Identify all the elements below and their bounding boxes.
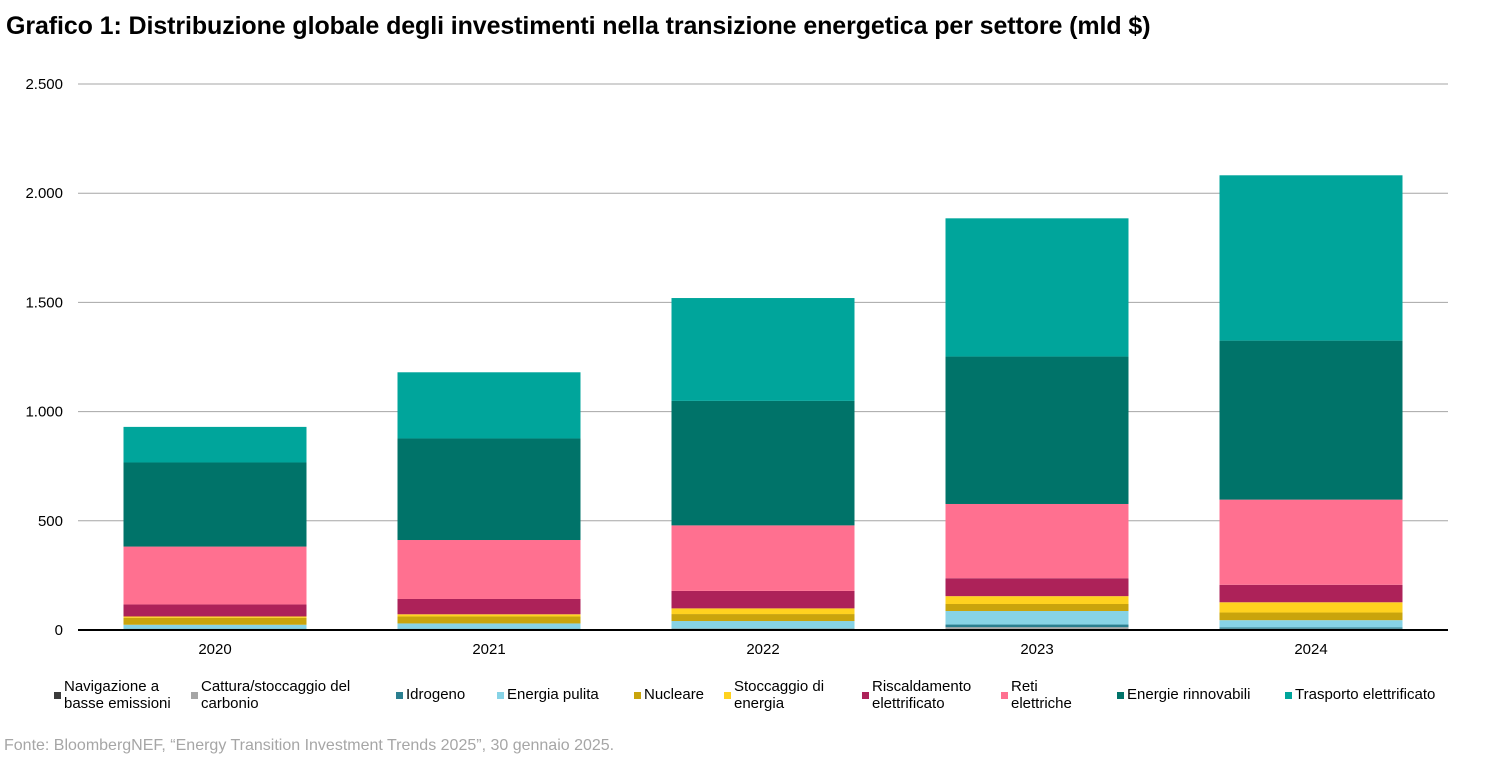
legend-label: Nucleare (644, 686, 705, 703)
y-tick-label: 2.000 (25, 185, 63, 202)
bar-segment (1219, 612, 1403, 621)
bar-segment (945, 503, 1129, 579)
legend-item: Cattura/stoccaggio del carbonio (191, 678, 350, 712)
y-tick-label: 2.500 (25, 76, 63, 93)
x-tick-label: 2024 (1294, 641, 1327, 658)
bar-segment (1219, 627, 1403, 629)
bar-segment (123, 604, 307, 617)
bar-segment (1219, 602, 1403, 613)
bar-segment (1219, 620, 1403, 628)
legend-item: Navigazione a basse emissioni (54, 678, 171, 712)
bar-segment (945, 218, 1129, 357)
legend-swatch (1117, 692, 1124, 699)
bar-segment (397, 598, 581, 615)
legend-label: Riscaldamento elettrificato (872, 678, 972, 712)
bar-segment (123, 462, 307, 547)
bar-segment (671, 621, 855, 629)
bar-segment (671, 614, 855, 622)
x-tick-label: 2021 (472, 641, 505, 658)
bar-segment (123, 426, 307, 463)
bar-segment (123, 624, 307, 629)
legend-item: Nucleare (634, 686, 704, 703)
legend-item: Stoccaggio di energia (724, 678, 824, 712)
bar-segment (671, 400, 855, 526)
bar-segment (1219, 175, 1403, 341)
legend-swatch (634, 692, 641, 699)
bar-segment (945, 610, 1129, 625)
chart-title: Grafico 1: Distribuzione globale degli i… (6, 12, 1151, 40)
legend-swatch (396, 692, 403, 699)
legend-label: Cattura/stoccaggio del carbonio (201, 678, 351, 712)
bar-segment (397, 614, 581, 617)
bar-segment (397, 372, 581, 439)
legend-item: Idrogeno (396, 686, 465, 703)
legend-label: Navigazione a basse emissioni (64, 678, 171, 712)
bar-segment (397, 438, 581, 541)
bar-segment (397, 540, 581, 599)
bar-segment (123, 616, 307, 618)
chart-legend: Navigazione a basse emissioni Cattura/stoc… (0, 676, 1500, 726)
bar-segment (1219, 340, 1403, 500)
legend-item: Reti elettriche (1001, 678, 1072, 712)
legend-swatch (862, 692, 869, 699)
bar-segment (671, 590, 855, 609)
legend-swatch (1285, 692, 1292, 699)
bar-segment (945, 596, 1129, 605)
bar-segment (1219, 499, 1403, 585)
bar-segment (397, 623, 581, 629)
bar-segment (123, 617, 307, 625)
x-tick-label: 2023 (1020, 641, 1053, 658)
legend-item: Trasporto elettrificato (1285, 686, 1435, 703)
bar-segment (945, 356, 1129, 504)
legend-label: Idrogeno (406, 686, 466, 703)
legend-label: Reti elettriche (1011, 678, 1072, 712)
bar-segment (945, 624, 1129, 628)
legend-swatch (724, 692, 731, 699)
legend-label: Stoccaggio di energia (734, 678, 825, 712)
x-tick-label: 2020 (198, 641, 231, 658)
stacked-bar-chart: 0 500 1.000 1.500 2.000 2.500 2020 2021 2022 2023… (25, 76, 1448, 658)
y-tick-label: 0 (55, 622, 63, 639)
bar-segment (123, 546, 307, 605)
bar-segment (945, 604, 1129, 611)
legend-item: Energia pulita (497, 686, 599, 703)
bar-segment (671, 298, 855, 401)
legend-item: Riscaldamento elettrificato (862, 678, 971, 712)
legend-item: Energie rinnovabili (1117, 686, 1250, 703)
bar-segment (1219, 584, 1403, 603)
y-tick-label: 1.500 (25, 294, 63, 311)
bar-segment (945, 578, 1129, 597)
legend-label: Energie rinnovabili (1127, 686, 1251, 703)
bar-segment (671, 525, 855, 591)
source-note: Fonte: BloombergNEF, “Energy Transition … (4, 737, 615, 754)
bar-segment (671, 608, 855, 615)
legend-swatch (54, 692, 61, 699)
x-tick-label: 2022 (746, 641, 779, 658)
legend-swatch (1001, 692, 1008, 699)
legend-label: Energia pulita (507, 686, 599, 703)
y-tick-label: 500 (38, 513, 63, 530)
y-tick-label: 1.000 (25, 404, 63, 421)
bar-segment (397, 616, 581, 624)
legend-swatch (497, 692, 504, 699)
bar-segment (945, 627, 1129, 629)
legend-label: Trasporto elettrificato (1295, 686, 1436, 703)
legend-swatch (191, 692, 198, 699)
